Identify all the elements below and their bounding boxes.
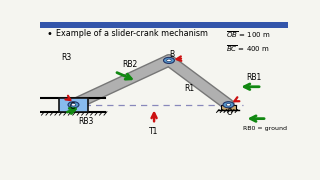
Text: •: • — [47, 29, 53, 39]
Text: C: C — [70, 102, 76, 111]
Circle shape — [167, 59, 171, 62]
Text: RB1: RB1 — [246, 73, 261, 82]
Text: RB0 = ground: RB0 = ground — [243, 126, 287, 131]
Bar — [40, 22, 288, 28]
Circle shape — [223, 102, 234, 108]
Text: R1: R1 — [184, 84, 194, 93]
Text: T1: T1 — [149, 127, 158, 136]
Text: RB3: RB3 — [78, 117, 94, 126]
Text: $\overline{OB}$ = 100 m: $\overline{OB}$ = 100 m — [226, 30, 270, 40]
Circle shape — [164, 57, 174, 64]
Text: R3: R3 — [61, 53, 71, 62]
Bar — [220, 105, 236, 110]
Bar — [59, 98, 88, 112]
Text: Example of a slider-crank mechanism: Example of a slider-crank mechanism — [56, 29, 208, 38]
Text: B: B — [169, 50, 174, 59]
Text: O: O — [227, 108, 233, 117]
Circle shape — [71, 103, 76, 106]
Circle shape — [226, 103, 231, 106]
Text: RB2: RB2 — [122, 60, 137, 69]
Text: $\overline{BC}$ = 400 m: $\overline{BC}$ = 400 m — [226, 43, 270, 54]
Circle shape — [68, 102, 79, 108]
